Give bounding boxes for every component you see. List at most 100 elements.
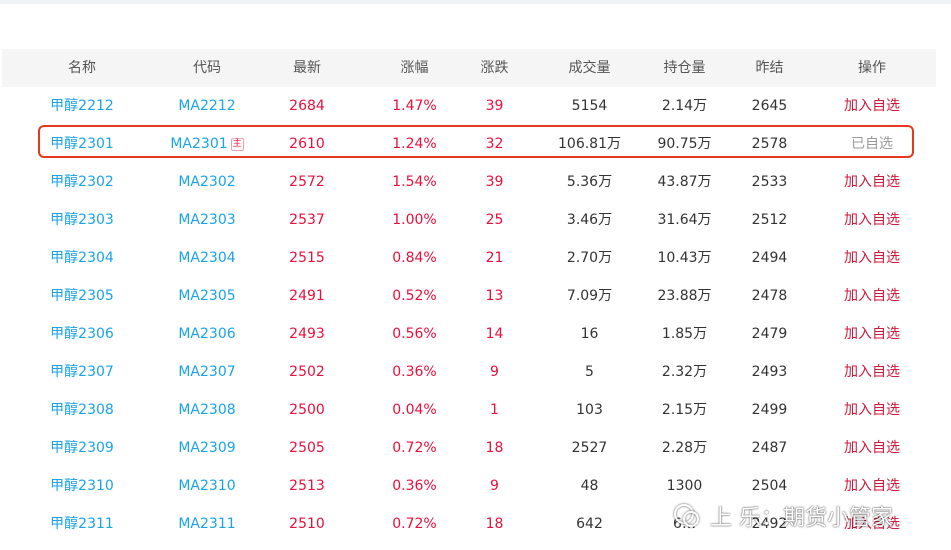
table-row[interactable]: 甲醇2307 MA2307 2502 0.36% 9 5 2.32万 2493 加入自选	[2, 353, 936, 391]
contract-code-link[interactable]: MA2311	[178, 516, 236, 532]
add-to-watchlist-button[interactable]: 加入自选	[844, 440, 900, 456]
header-prev-settle[interactable]: 昨结	[755, 60, 784, 76]
table-row[interactable]: 甲醇2309 MA2309 2505 0.72% 18 2527 2.28万 2487 加入自选	[2, 429, 936, 467]
contract-code-link[interactable]: MA2308	[178, 402, 236, 418]
contract-code-link[interactable]: MA2306	[178, 326, 236, 342]
contract-name-link[interactable]: 甲醇2310	[50, 478, 114, 494]
price-change: 9	[490, 478, 499, 494]
change-percent: 0.56%	[392, 326, 437, 342]
table-row[interactable]: 甲醇2310 MA2310 2513 0.36% 9 48 1300 2504 加入自选	[2, 467, 936, 505]
price-change: 39	[485, 174, 504, 190]
contract-name-link[interactable]: 甲醇2307	[50, 364, 114, 380]
contract-code-cell[interactable]: MA2310	[152, 467, 262, 505]
latest-price: 2491	[289, 288, 325, 304]
table-row[interactable]: 甲醇2311 MA2311 2510 0.72% 18 642 6… 2492 加入自选	[2, 505, 936, 543]
price-change: 13	[485, 288, 504, 304]
add-to-watchlist-button[interactable]: 加入自选	[844, 516, 900, 532]
price-change: 9	[490, 364, 499, 380]
contract-code-cell[interactable]: MA2305	[152, 277, 262, 315]
add-to-watchlist-button[interactable]: 加入自选	[844, 364, 900, 380]
price-change: 32	[485, 136, 504, 152]
table-row[interactable]: 甲醇2301 MA2301 主 2610 1.24% 32 106.81万 90.75万 257…	[2, 125, 936, 163]
contract-code-link[interactable]: MA2303	[178, 212, 236, 228]
add-to-watchlist-button[interactable]: 加入自选	[844, 174, 900, 190]
prev-settlement: 2493	[751, 364, 788, 380]
header-change-pct[interactable]: 涨幅	[400, 60, 429, 76]
add-to-watchlist-button[interactable]: 加入自选	[844, 326, 900, 342]
latest-price: 2684	[289, 98, 325, 114]
prev-settlement: 2478	[751, 288, 788, 304]
add-to-watchlist-button[interactable]: 加入自选	[844, 288, 900, 304]
contract-name-link[interactable]: 甲醇2301	[50, 136, 114, 152]
contract-name-link[interactable]: 甲醇2302	[50, 174, 114, 190]
volume: 5	[585, 364, 594, 380]
header-name[interactable]: 名称	[68, 60, 96, 76]
contract-code-link[interactable]: MA2310	[178, 478, 236, 494]
prev-settlement: 2645	[751, 98, 788, 114]
latest-price: 2572	[289, 174, 325, 190]
latest-price: 2610	[289, 136, 325, 152]
contract-code-link[interactable]: MA2302	[178, 174, 236, 190]
open-interest: 43.87万	[657, 174, 712, 190]
contract-name-link[interactable]: 甲醇2304	[50, 250, 114, 266]
contract-code-cell[interactable]: MA2311	[152, 505, 262, 543]
added-to-watchlist-label: 已自选	[851, 136, 893, 152]
contract-code-cell[interactable]: MA2307	[152, 353, 262, 391]
contract-code-link[interactable]: MA2212	[178, 98, 236, 114]
table-row[interactable]: 甲醇2305 MA2305 2491 0.52% 13 7.09万 23.88万 2478 加入…	[2, 277, 936, 315]
open-interest: 2.32万	[661, 364, 708, 380]
latest-price: 2502	[289, 364, 325, 380]
contract-code-cell[interactable]: MA2212	[152, 87, 262, 125]
volume: 5.36万	[566, 174, 613, 190]
latest-price: 2515	[289, 250, 325, 266]
contract-name-link[interactable]: 甲醇2303	[50, 212, 114, 228]
add-to-watchlist-button[interactable]: 加入自选	[844, 212, 900, 228]
contract-code-link[interactable]: MA2305	[178, 288, 236, 304]
add-to-watchlist-button[interactable]: 加入自选	[844, 98, 900, 114]
contract-code-link[interactable]: MA2301	[170, 136, 228, 152]
prev-settlement: 2512	[751, 212, 788, 228]
header-code[interactable]: 代码	[193, 60, 221, 76]
contract-code-cell[interactable]: MA2301 主	[152, 125, 262, 163]
table-row[interactable]: 甲醇2306 MA2306 2493 0.56% 14 16 1.85万 2479 加入自选	[2, 315, 936, 353]
contract-name-link[interactable]: 甲醇2308	[50, 402, 114, 418]
contract-code-cell[interactable]: MA2304	[152, 239, 262, 277]
latest-price: 2510	[289, 516, 325, 532]
contract-name-link[interactable]: 甲醇2306	[50, 326, 114, 342]
volume: 48	[580, 478, 599, 494]
table-row[interactable]: 甲醇2212 MA2212 2684 1.47% 39 5154 2.14万 2645 加入自选	[2, 87, 936, 125]
contract-code-cell[interactable]: MA2309	[152, 429, 262, 467]
volume: 2527	[571, 440, 608, 456]
open-interest: 2.14万	[661, 98, 708, 114]
table-row[interactable]: 甲醇2302 MA2302 2572 1.54% 39 5.36万 43.87万 2533 加入…	[2, 163, 936, 201]
change-percent: 1.47%	[392, 98, 437, 114]
contract-code-cell[interactable]: MA2308	[152, 391, 262, 429]
contract-name-link[interactable]: 甲醇2309	[50, 440, 114, 456]
header-latest[interactable]: 最新	[293, 60, 321, 76]
header-open-interest[interactable]: 持仓量	[663, 60, 706, 76]
open-interest: 1.85万	[661, 326, 708, 342]
contract-code-link[interactable]: MA2309	[178, 440, 236, 456]
price-change: 25	[485, 212, 504, 228]
add-to-watchlist-button[interactable]: 加入自选	[844, 478, 900, 494]
contract-name-link[interactable]: 甲醇2311	[50, 516, 114, 532]
table-row[interactable]: 甲醇2308 MA2308 2500 0.04% 1 103 2.15万 2499 加入自选	[2, 391, 936, 429]
add-to-watchlist-button[interactable]: 加入自选	[844, 402, 900, 418]
contract-code-link[interactable]: MA2307	[178, 364, 236, 380]
contract-name-link[interactable]: 甲醇2305	[50, 288, 114, 304]
header-change[interactable]: 涨跌	[480, 60, 509, 76]
change-percent: 1.24%	[392, 136, 437, 152]
add-to-watchlist-button[interactable]: 加入自选	[844, 250, 900, 266]
open-interest: 2.15万	[661, 402, 708, 418]
change-percent: 0.72%	[392, 516, 437, 532]
table-row[interactable]: 甲醇2303 MA2303 2537 1.00% 25 3.46万 31.64万 2512 加入…	[2, 201, 936, 239]
prev-settlement: 2533	[751, 174, 788, 190]
table-row[interactable]: 甲醇2304 MA2304 2515 0.84% 21 2.70万 10.43万 2494 加入…	[2, 239, 936, 277]
contract-name-link[interactable]: 甲醇2212	[50, 98, 114, 114]
contract-code-cell[interactable]: MA2302	[152, 163, 262, 201]
contract-code-link[interactable]: MA2304	[178, 250, 236, 266]
contract-code-cell[interactable]: MA2306	[152, 315, 262, 353]
volume: 2.70万	[566, 250, 613, 266]
contract-code-cell[interactable]: MA2303	[152, 201, 262, 239]
header-volume[interactable]: 成交量	[568, 60, 611, 76]
